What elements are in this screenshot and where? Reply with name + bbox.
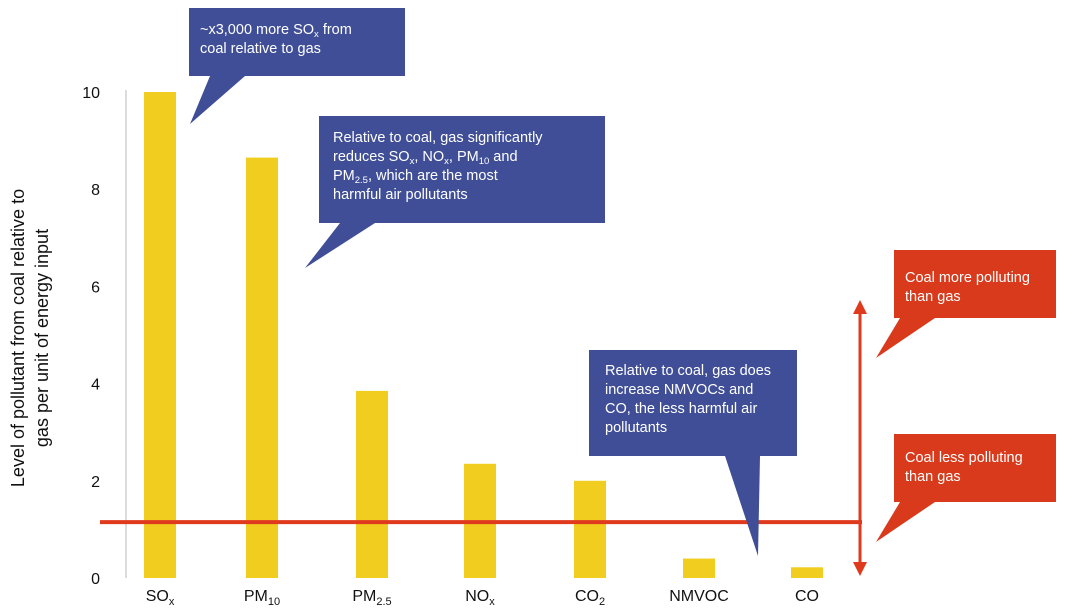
- callout-line-text: than gas: [905, 289, 961, 305]
- callout-text: ~x3,000 more SOx from coal relative to ga…: [200, 22, 352, 57]
- y-axis-title-line-1: Level of pollutant from coal relative to: [8, 189, 28, 487]
- callout-subscript: x: [410, 156, 415, 167]
- increase-callout: Relative to coal, gas does increase NMVOC…: [589, 350, 797, 556]
- bar: [791, 567, 823, 578]
- x-tick-label-subscript: 10: [268, 596, 280, 608]
- x-tick-label: SOx: [146, 588, 175, 608]
- x-tick-label-subscript: x: [169, 596, 175, 608]
- callouts: ~x3,000 more SOx from coal relative to ga…: [189, 8, 1056, 556]
- callout-subscript: 10: [479, 156, 490, 167]
- x-tick-label-base: CO: [795, 588, 819, 605]
- bar: [356, 390, 388, 578]
- callout-line-text: reduces SO: [333, 149, 410, 165]
- x-tick-label: PM10: [244, 588, 280, 608]
- x-tick-label-base: NMVOC: [669, 588, 729, 605]
- callout-line-text: increase NMVOCs and: [605, 382, 753, 398]
- callout-box: [589, 350, 797, 456]
- x-tick-label-base: SO: [146, 588, 169, 605]
- reduction-callout: Relative to coal, gas significantly reduc…: [305, 116, 605, 268]
- x-tick-label-base: CO: [575, 588, 599, 605]
- bar: [574, 480, 606, 578]
- x-tick-label-subscript: 2: [599, 596, 605, 608]
- double-arrow: [853, 300, 867, 576]
- x-tick-label-subscript: x: [489, 596, 495, 608]
- arrow-head-down: [853, 562, 867, 576]
- arrow-head-up: [853, 300, 867, 314]
- callout-text: Coal more polluting than gas: [905, 270, 1030, 305]
- callout-line-text: harmful air pollutants: [333, 187, 468, 203]
- callout-text: Relative to coal, gas does increase NMVOC…: [605, 363, 771, 436]
- callout-line-text: Coal more polluting: [905, 270, 1030, 286]
- y-tick-label: 2: [91, 474, 100, 491]
- callout-line-text: Relative to coal, gas does: [605, 363, 771, 379]
- callout-subscript: 2.5: [355, 175, 368, 186]
- callout-box: [894, 434, 1056, 502]
- x-tick-label: NMVOC: [669, 588, 729, 605]
- callout-line-text: Relative to coal, gas significantly: [333, 130, 543, 146]
- x-tick-label-subscript: 2.5: [376, 596, 391, 608]
- bar: [144, 92, 176, 578]
- callout-line-text: CO, the less harmful air: [605, 401, 757, 417]
- x-tick-label: CO2: [575, 588, 605, 608]
- callout-tail: [725, 456, 760, 556]
- y-tick-label: 8: [91, 182, 100, 199]
- y-tick-label: 0: [91, 571, 100, 588]
- y-axis-ticks: 0 2 4 6 8 10: [82, 85, 100, 588]
- callout-line-text: from: [319, 22, 352, 38]
- y-axis-title-line-2: gas per unit of energy input: [32, 229, 52, 447]
- callout-text: Relative to coal, gas significantly reduc…: [333, 130, 543, 203]
- y-axis-title: Level of pollutant from coal relative to…: [8, 189, 52, 487]
- callout-text: Coal less polluting than gas: [905, 450, 1023, 485]
- callout-box: [894, 250, 1056, 318]
- sox-callout: ~x3,000 more SOx from coal relative to ga…: [189, 8, 405, 124]
- x-tick-label: NOx: [465, 588, 495, 608]
- less-polluting-callout: Coal less polluting than gas: [876, 434, 1056, 542]
- callout-line-text: ~x3,000 more SO: [200, 22, 314, 38]
- category-labels: SOx PM10 PM2.5 NOx CO2 NMVOC CO: [146, 588, 819, 608]
- callout-line-text: , PM: [449, 149, 479, 165]
- callout-line-text: than gas: [905, 469, 961, 485]
- callout-tail: [876, 318, 935, 358]
- callout-line-text: and: [489, 149, 517, 165]
- bar: [683, 558, 715, 578]
- callout-line-text: Coal less polluting: [905, 450, 1023, 466]
- x-tick-label: PM2.5: [352, 588, 391, 608]
- callout-line-text: , which are the most: [368, 168, 498, 184]
- callout-line-text: coal relative to gas: [200, 41, 321, 57]
- x-tick-label-base: PM: [244, 588, 268, 605]
- y-tick-label: 10: [82, 85, 100, 102]
- callout-line-text: PM: [333, 168, 355, 184]
- callout-box: [189, 8, 405, 76]
- callout-tail: [190, 76, 245, 124]
- x-tick-label-base: PM: [352, 588, 376, 605]
- callout-tail: [305, 223, 375, 268]
- more-polluting-callout: Coal more polluting than gas: [876, 250, 1056, 358]
- callout-subscript: x: [314, 29, 319, 40]
- callout-subscript: x: [444, 156, 449, 167]
- x-tick-label: CO: [795, 588, 819, 605]
- x-tick-label-base: NO: [465, 588, 489, 605]
- y-tick-label: 4: [91, 377, 100, 394]
- callout-box: [319, 116, 605, 223]
- callout-tail: [876, 502, 935, 542]
- bar: [246, 157, 278, 579]
- callout-line-text: , NO: [414, 149, 444, 165]
- y-tick-label: 6: [91, 279, 100, 296]
- callout-line-text: pollutants: [605, 420, 667, 436]
